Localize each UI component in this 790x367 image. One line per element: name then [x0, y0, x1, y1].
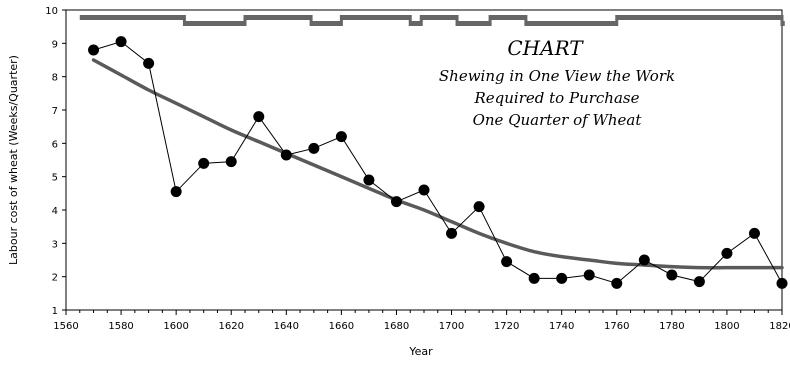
data-point: [556, 272, 568, 284]
reign-segment: [311, 21, 342, 26]
plot-frame: [65, 9, 783, 311]
x-tick-label: 1800: [714, 321, 739, 332]
y-tick-label: 7: [52, 106, 58, 117]
data-point: [225, 156, 237, 168]
reign-step: [339, 15, 343, 26]
reigns-band: [79, 15, 785, 26]
data-point: [776, 277, 788, 289]
data-point: [418, 184, 430, 196]
x-axis-title: Year: [408, 345, 433, 358]
reign-step: [408, 15, 412, 26]
x-tick-label: 1580: [108, 321, 133, 332]
data-point: [446, 227, 458, 239]
data-point: [308, 142, 320, 154]
reign-segment: [184, 21, 245, 26]
reign-segment: [79, 15, 185, 20]
x-tick-label: 1720: [494, 321, 519, 332]
data-point: [335, 131, 347, 143]
data-point: [363, 174, 375, 186]
reign-segment: [616, 15, 782, 20]
x-tick-label: 1760: [604, 321, 629, 332]
reign-step: [309, 15, 313, 26]
reign-segment: [341, 15, 411, 20]
reign-step: [419, 15, 423, 26]
x-tick-label: 1640: [274, 321, 299, 332]
x-tick-label: 1660: [329, 321, 354, 332]
x-tick-label: 1780: [659, 321, 684, 332]
data-point: [611, 277, 623, 289]
data-point: [721, 247, 733, 259]
data-point: [638, 254, 650, 266]
y-axis-title: Labour cost of wheat (Weeks/Quarter): [7, 55, 20, 265]
chart-subtitle-line-1: Shewing in One View the Work: [439, 67, 675, 85]
y-tick-label: 5: [52, 173, 58, 184]
reign-step: [243, 15, 247, 26]
reign-segment: [410, 21, 422, 26]
trend-line: [91, 58, 784, 270]
data-point: [693, 276, 705, 288]
reign-step: [455, 15, 459, 26]
data-point: [390, 196, 402, 208]
reign-segment: [421, 15, 458, 20]
reign-segment: [525, 21, 617, 26]
data-point: [88, 44, 100, 56]
reign-step: [615, 15, 619, 26]
x-tick-label: 1560: [53, 321, 78, 332]
reign-segment: [457, 21, 491, 26]
reign-step: [524, 15, 528, 26]
reign-segment: [490, 15, 526, 20]
data-point: [748, 227, 760, 239]
chart-title: CHART: [507, 36, 584, 60]
chart-subtitle-line-3: One Quarter of Wheat: [473, 111, 643, 129]
data-point: [170, 186, 182, 198]
data-point: [528, 272, 540, 284]
x-axis: 1560 1580 1600 1620 1640 1660 1680 1700 1720 1740…: [53, 310, 790, 332]
data-point: [198, 157, 210, 169]
y-tick-label: 8: [52, 73, 58, 84]
data-point: [583, 269, 595, 281]
data-line: [93, 41, 783, 284]
x-tick-label: 1700: [439, 321, 464, 332]
data-point: [253, 111, 265, 123]
reign-step: [488, 15, 492, 26]
x-tick-label: 1600: [163, 321, 188, 332]
y-tick-label: 4: [52, 206, 58, 217]
data-point: [115, 36, 127, 48]
x-tick-label: 1680: [384, 321, 409, 332]
data-point: [501, 256, 513, 268]
x-tick-label: 1740: [549, 321, 574, 332]
y-tick-label: 9: [52, 39, 58, 50]
y-tick-label: 2: [52, 273, 58, 284]
y-axis: 1 2 3 4 5 6 7 8 9 10: [45, 6, 66, 317]
reign-step: [780, 15, 784, 26]
chart-subtitle-line-2: Required to Purchase: [474, 89, 640, 107]
y-tick-label: 1: [52, 306, 58, 317]
data-point: [280, 149, 292, 161]
x-tick-label: 1820: [769, 321, 790, 332]
reign-step: [182, 15, 186, 26]
data-point: [143, 57, 155, 69]
x-tick-label: 1620: [219, 321, 244, 332]
y-tick-label: 6: [52, 139, 58, 150]
data-point: [473, 201, 485, 213]
series-group: [88, 36, 788, 289]
y-tick-label: 10: [45, 6, 58, 17]
data-point: [666, 269, 678, 281]
reign-segment: [245, 15, 312, 20]
y-tick-label: 3: [52, 239, 58, 250]
